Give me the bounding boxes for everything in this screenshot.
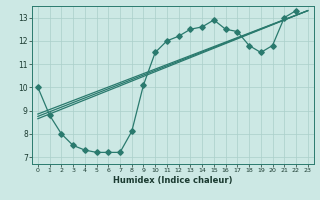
X-axis label: Humidex (Indice chaleur): Humidex (Indice chaleur) xyxy=(113,176,233,185)
